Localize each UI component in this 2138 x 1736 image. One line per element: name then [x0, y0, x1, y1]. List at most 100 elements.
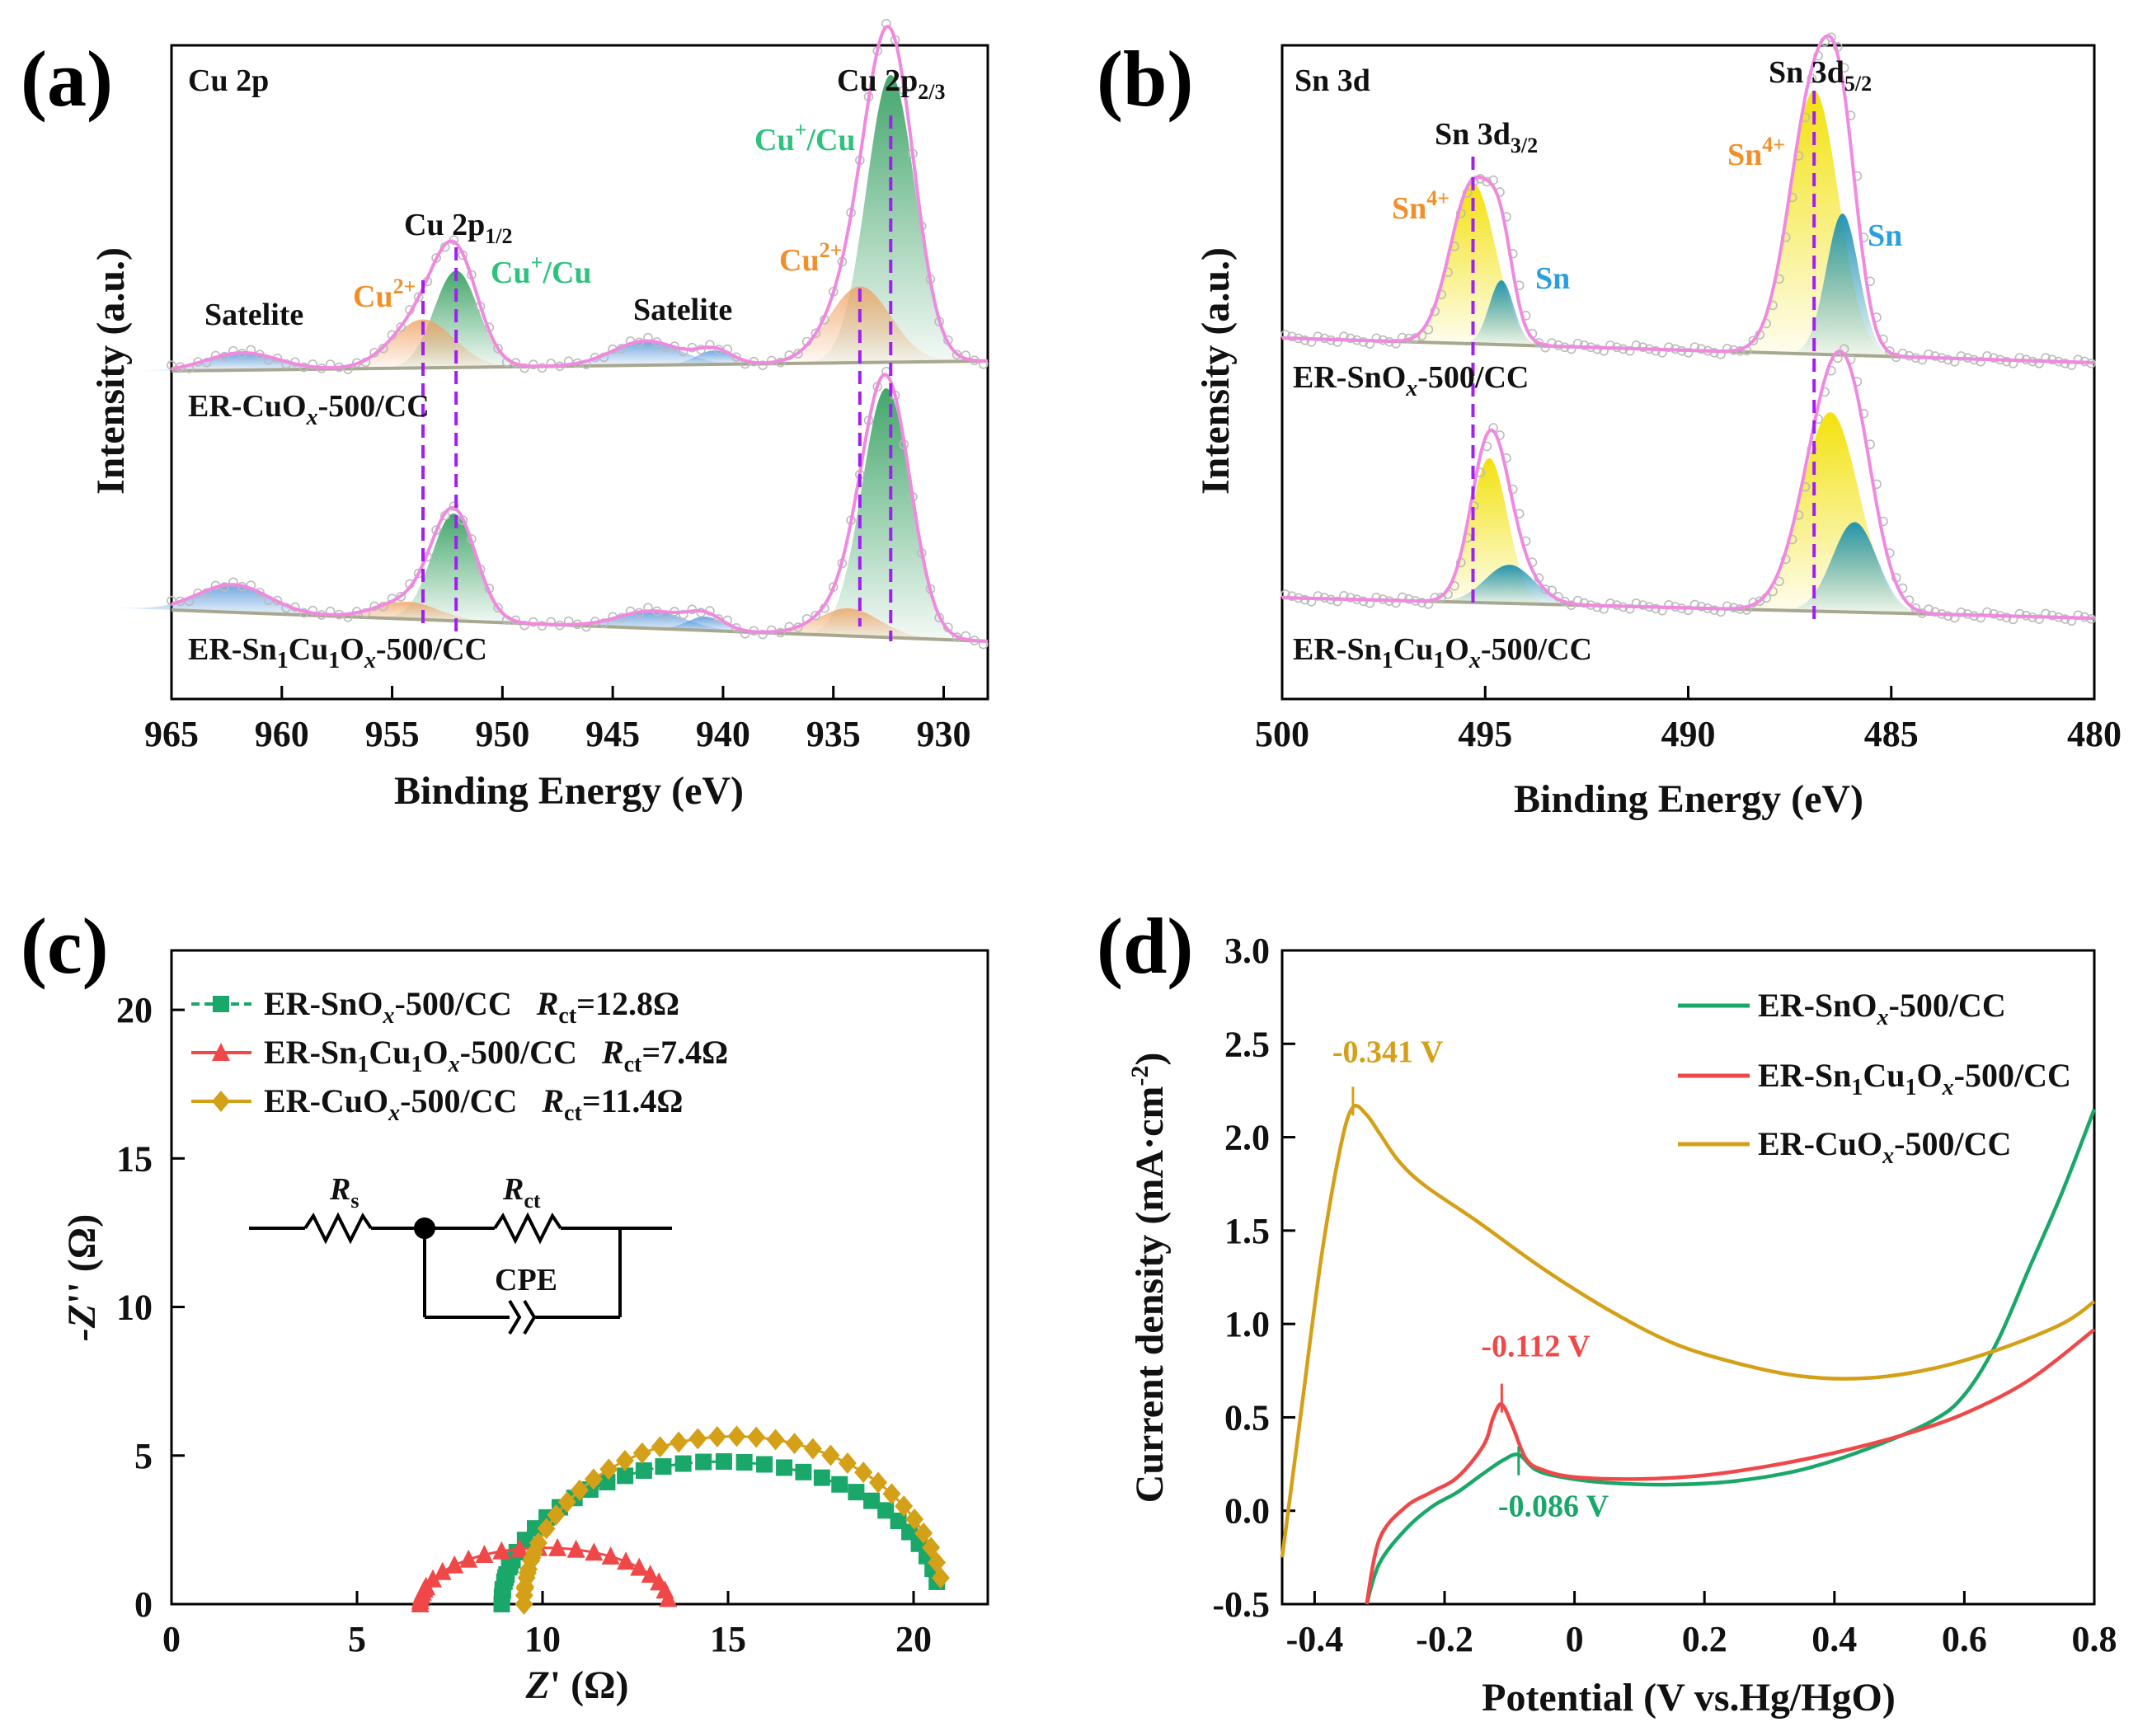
panel-c-point-diamond [557, 1491, 576, 1513]
panel-c-point-diamond [651, 1436, 670, 1458]
circuit-cpe-label: CPE [495, 1263, 557, 1297]
label-sn-1: Sn [1535, 261, 1570, 296]
panel-c-point-square [735, 1453, 753, 1471]
panel-c-point-diamond [821, 1444, 840, 1466]
panel-d-peak-label: -0.086 V [1498, 1490, 1609, 1524]
panel-a-raw-point [811, 610, 821, 621]
panel-c-ytick-label: 10 [116, 1288, 153, 1328]
panel-c-ytick-label: 20 [116, 990, 153, 1030]
panel-a-raw-point [167, 360, 176, 370]
panel-d-series-line [1365, 1108, 2097, 1605]
panel-a-ticks: 965 960 955 950 945 940 935 930 [144, 686, 970, 754]
label-sn4plus-2: Sn4+ [1727, 133, 1785, 172]
panel-a-component-peak [789, 387, 984, 641]
panel-c-point-triangle [659, 1588, 678, 1607]
panel-d-ytick-label: 3.0 [1224, 931, 1270, 971]
label-sample-sncuox: ER-Sn1Cu1Ox-500/CC [188, 632, 487, 673]
panel-a-title: Cu 2p [188, 63, 269, 98]
panel-c-point-triangle [548, 1537, 567, 1556]
panel-c-fit-line [523, 1434, 942, 1605]
panel-b-raw-point [1624, 603, 1635, 614]
panel-d-ytick-label: 2.0 [1224, 1118, 1270, 1158]
panel-b-component-peak [1412, 565, 1607, 606]
panel-b-raw-point [1566, 344, 1576, 354]
panel-b-raw-point [1917, 354, 1928, 365]
panel-b-xtick-label: 480 [2067, 714, 2122, 754]
panel-b-raw-point [1417, 598, 1427, 608]
panel-a-raw-point [493, 603, 503, 613]
panel-a-xtick-label: 950 [475, 714, 529, 754]
panel-b-xtick-label: 500 [1255, 714, 1309, 754]
panel-b-title: Sn 3d [1295, 63, 1370, 98]
panel-b-raw-point [1748, 335, 1759, 346]
panel-b-component-peak [1717, 412, 1944, 615]
panel-label-c: (c) [21, 902, 109, 990]
panel-a-component-peak [92, 584, 375, 618]
panel-b-component-peak [1777, 213, 1908, 358]
panel-c: (c) 0 5 10 15 20 0 5 10 15 20 ER-SnOx-500/CC Rct=… [21, 902, 989, 1707]
panel-c-point-square [635, 1462, 652, 1479]
panel-d-xtick-label: -0.2 [1416, 1619, 1473, 1659]
panel-a-xtick-label: 930 [916, 714, 970, 754]
panel-a-xtick-label: 940 [696, 714, 750, 754]
panel-b: (b) 500 495 490 485 480 Sn 3d Sn 3d5/2 Sn 3d… [1097, 32, 2122, 821]
panel-c-point-diamond [931, 1567, 950, 1589]
panel-c-ytick-label: 15 [116, 1138, 153, 1179]
panel-a-envelope [171, 24, 987, 371]
label-sample-sncuox-b: ER-Sn1Cu1Ox-500/CC [1293, 632, 1592, 673]
panel-d: (d) -0.4 -0.2 0 0.2 0.4 0.6 0.8 -0.5 0.0 0.5 1.0 1.… [1097, 902, 2117, 1720]
panel-b-raw-point [1683, 605, 1694, 616]
panel-a-component-peak [519, 611, 785, 634]
panel-c-point-diamond [688, 1428, 707, 1450]
panel-c-point-square [655, 1458, 672, 1476]
panel-c-point-diamond [615, 1449, 634, 1471]
panel-c-series [411, 1537, 678, 1612]
panel-c-point-diamond [727, 1425, 746, 1447]
panel-a-component-peak [736, 286, 984, 364]
panel-c-xtick-label: 5 [348, 1619, 366, 1659]
panel-b-raw-point [1885, 346, 1895, 356]
panel-d-ticks: -0.4 -0.2 0 0.2 0.4 0.6 0.8 -0.5 0.0 0.5 1.0 1.5 2.0… [1212, 931, 2117, 1659]
panel-c-point-diamond [599, 1458, 618, 1480]
circuit-rct-label: Rct [502, 1172, 541, 1213]
panel-b-raw-point [1624, 345, 1635, 356]
label-sample-snox: ER-SnOx-500/CC [1293, 360, 1529, 401]
label-sn-2: Sn [1868, 218, 1902, 253]
panel-d-legend: ER-SnOx-500/CC ER-Sn1Cu1Ox-500/CC ER-CuOx-… [1678, 987, 2071, 1169]
panel-a-raw-point [546, 359, 557, 368]
panel-c-point-diamond [922, 1537, 941, 1559]
panel-c-point-square [863, 1492, 881, 1509]
equivalent-circuit [249, 1212, 672, 1335]
panel-c-point-diamond [584, 1468, 603, 1490]
panel-c-point-square [877, 1502, 895, 1519]
panel-label-b: (b) [1097, 35, 1193, 123]
panel-d-ytick-label: 0.0 [1224, 1491, 1270, 1532]
panel-c-point-square [715, 1453, 732, 1471]
panel-b-raw-point [1976, 356, 1985, 367]
panel-c-point-triangle [475, 1545, 494, 1564]
panel-a: (a) 965 960 955 950 945 940 935 930 Cu 2p Cu 2p… [21, 18, 989, 813]
panel-c-legend: ER-SnOx-500/CC Rct=12.8Ω ER-Sn1Cu1Ox-500/… [191, 985, 728, 1126]
panel-c-fit-line [419, 1546, 670, 1605]
panel-b-raw-point [1976, 612, 1985, 623]
panel-b-xtick-label: 485 [1864, 714, 1919, 754]
panel-c-point-square [599, 1474, 616, 1491]
panel-b-ylabel: Intensity (a.u.) [1194, 247, 1238, 495]
panel-c-point-square [756, 1456, 773, 1473]
panel-a-raw-point [678, 609, 688, 620]
panel-a-raw-point [413, 292, 424, 303]
panel-a-ylabel: Intensity (a.u.) [89, 247, 133, 495]
panel-d-xtick-label: 0.2 [1682, 1619, 1727, 1659]
panel-c-point-square [795, 1463, 812, 1480]
panel-c-ytick-label: 5 [134, 1436, 153, 1476]
panel-c-point-diamond [882, 1483, 901, 1505]
panel-b-raw-point [1332, 337, 1342, 347]
panel-c-xtick-label: 15 [710, 1619, 746, 1659]
panel-c-point-diamond [869, 1471, 888, 1494]
panel-a-component-peak [284, 601, 532, 624]
panel-c-point-triangle [212, 1043, 230, 1061]
panel-d-xtick-label: 0.4 [1811, 1619, 1857, 1659]
panel-c-frame [170, 949, 989, 1606]
panel-a-component-peak [643, 350, 785, 366]
